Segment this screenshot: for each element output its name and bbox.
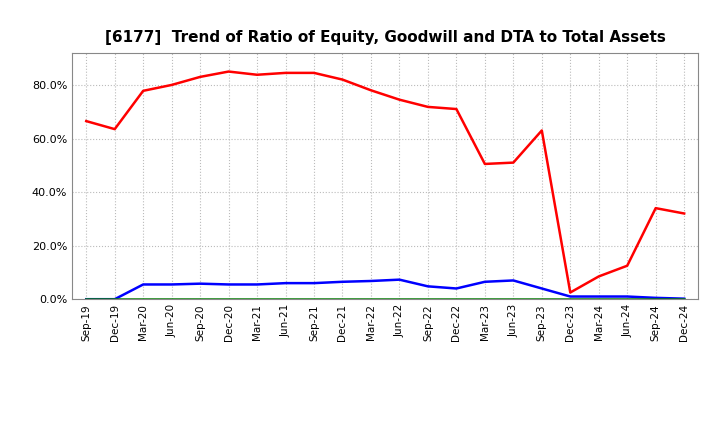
Equity [196,74,204,80]
Goodwill [566,294,575,299]
Goodwill [680,296,688,301]
Goodwill [253,282,261,287]
Deferred Tax Assets [110,297,119,302]
Equity [253,72,261,77]
Equity [139,88,148,93]
Goodwill [423,284,432,289]
Title: [6177]  Trend of Ratio of Equity, Goodwill and DTA to Total Assets: [6177] Trend of Ratio of Equity, Goodwil… [105,29,665,45]
Equity [423,104,432,110]
Deferred Tax Assets [139,297,148,302]
Deferred Tax Assets [595,297,603,302]
Equity [509,160,518,165]
Goodwill [82,297,91,302]
Deferred Tax Assets [338,297,347,302]
Deferred Tax Assets [310,297,318,302]
Deferred Tax Assets [680,297,688,302]
Equity [167,82,176,88]
Equity [652,205,660,211]
Equity [395,97,404,103]
Equity [366,88,375,93]
Goodwill [537,286,546,291]
Goodwill [225,282,233,287]
Deferred Tax Assets [282,297,290,302]
Goodwill [282,280,290,286]
Goodwill [452,286,461,291]
Goodwill [167,282,176,287]
Equity [537,128,546,133]
Deferred Tax Assets [253,297,261,302]
Goodwill [196,281,204,286]
Goodwill [595,294,603,299]
Equity [82,118,91,124]
Equity [310,70,318,76]
Line: Goodwill: Goodwill [86,280,684,299]
Deferred Tax Assets [395,297,404,302]
Deferred Tax Assets [652,297,660,302]
Deferred Tax Assets [366,297,375,302]
Deferred Tax Assets [452,297,461,302]
Deferred Tax Assets [623,297,631,302]
Deferred Tax Assets [566,297,575,302]
Equity [566,290,575,295]
Goodwill [652,295,660,301]
Deferred Tax Assets [196,297,204,302]
Deferred Tax Assets [537,297,546,302]
Line: Equity: Equity [86,72,684,293]
Equity [338,77,347,82]
Deferred Tax Assets [423,297,432,302]
Goodwill [623,294,631,299]
Goodwill [139,282,148,287]
Goodwill [480,279,489,284]
Deferred Tax Assets [480,297,489,302]
Equity [480,161,489,167]
Equity [623,263,631,268]
Goodwill [509,278,518,283]
Equity [225,69,233,74]
Goodwill [110,297,119,302]
Equity [110,126,119,132]
Deferred Tax Assets [82,297,91,302]
Deferred Tax Assets [167,297,176,302]
Equity [282,70,290,76]
Goodwill [338,279,347,284]
Goodwill [395,277,404,282]
Deferred Tax Assets [225,297,233,302]
Equity [595,274,603,279]
Goodwill [310,280,318,286]
Goodwill [366,279,375,284]
Equity [680,211,688,216]
Deferred Tax Assets [509,297,518,302]
Equity [452,106,461,112]
